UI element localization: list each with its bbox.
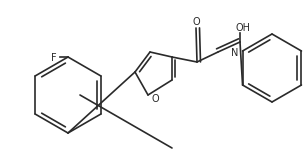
Text: O: O xyxy=(151,94,159,104)
Text: F: F xyxy=(51,53,57,63)
Text: OH: OH xyxy=(236,23,251,33)
Text: O: O xyxy=(192,17,200,27)
Text: N: N xyxy=(231,48,238,58)
